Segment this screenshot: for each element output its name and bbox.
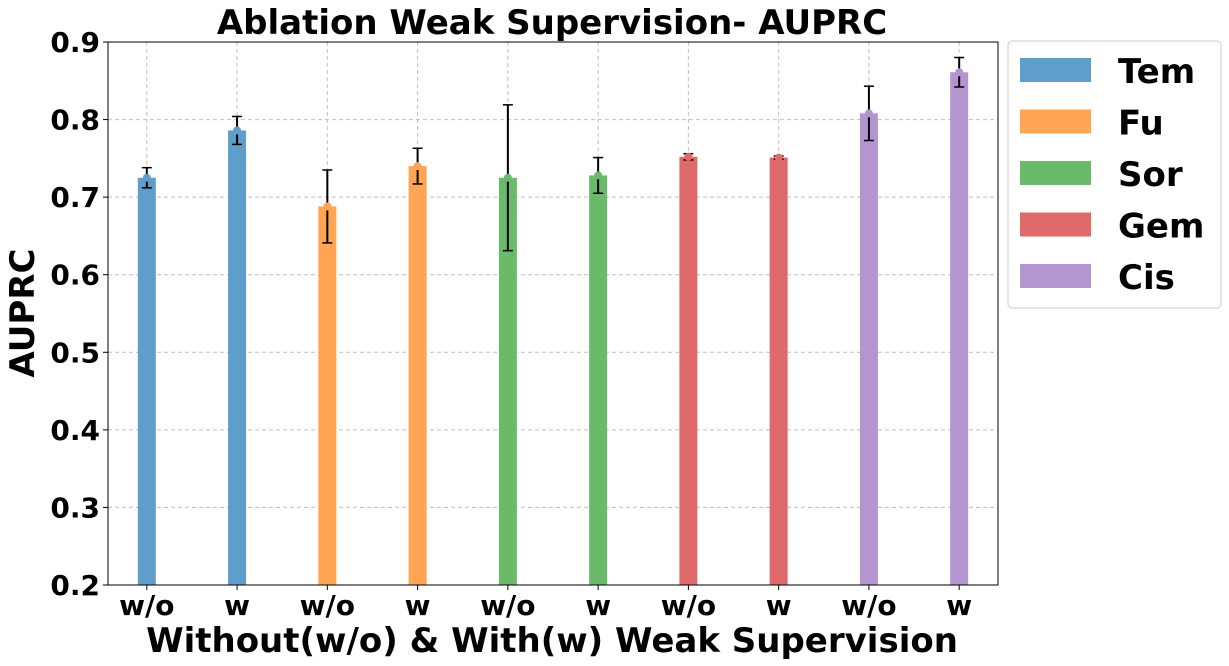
mean-point (684, 152, 693, 161)
x-tick-labels: w/o w w/o w w/o w w/o w w/o w (119, 585, 972, 622)
legend-label-sor: Sor (1118, 155, 1183, 195)
x-tick-label: w (224, 589, 250, 622)
bar-sor-w (589, 175, 608, 585)
mean-point (774, 153, 783, 162)
legend-swatch-fu (1020, 109, 1091, 134)
legend-swatch-gem (1020, 212, 1091, 237)
legend-label-gem: Gem (1118, 207, 1204, 247)
mean-point (323, 202, 332, 211)
bar-tem-wo (137, 177, 156, 585)
y-tick-label: 0.8 (50, 104, 100, 137)
y-tick-label: 0.5 (50, 336, 100, 369)
mean-point (233, 126, 242, 135)
mean-point (142, 173, 151, 182)
x-axis-label: Without(w/o) & With(w) Weak Supervision (146, 621, 958, 661)
legend-label-fu: Fu (1118, 104, 1164, 144)
x-tick-label: w (946, 589, 972, 622)
legend-frame (1007, 40, 1222, 309)
x-tick-label: w/o (119, 589, 174, 622)
plot-frame (107, 41, 999, 586)
y-tick-label: 0.6 (50, 259, 100, 292)
y-tick-label: 0.4 (50, 414, 100, 447)
y-tick-label: 0.9 (50, 26, 100, 59)
legend: Tem Fu Sor Gem Cis (1007, 40, 1222, 309)
bar-cis-w (950, 72, 969, 585)
legend-label-cis: Cis (1118, 258, 1175, 298)
legend-swatch-cis (1020, 264, 1091, 288)
bars (137, 72, 969, 586)
bar-gem-wo (679, 156, 698, 585)
y-tick-label: 0.2 (50, 569, 100, 602)
mean-point (503, 173, 512, 182)
x-tick-label: w/o (841, 589, 896, 622)
mean-point (955, 68, 964, 77)
y-axis-label: AUPRC (3, 249, 43, 378)
legend-swatch-sor (1020, 161, 1091, 185)
bar-tem-w (228, 130, 247, 585)
legend-swatch-tem (1020, 58, 1091, 82)
bar-cis-wo (859, 113, 878, 585)
x-tick-label: w (405, 589, 431, 622)
legend-label-tem: Tem (1118, 52, 1195, 92)
error-bars (141, 56, 965, 252)
mean-point (413, 162, 422, 171)
x-tick-label: w (766, 589, 792, 622)
y-tick-labels: 0.2 0.3 0.4 0.5 0.6 0.7 0.8 0.9 (50, 26, 108, 602)
bar-gem-w (769, 157, 788, 585)
x-tick-label: w/o (661, 589, 716, 622)
x-tick-label: w/o (300, 589, 355, 622)
mean-point (864, 109, 873, 118)
y-tick-label: 0.3 (50, 491, 100, 524)
x-tick-label: w/o (480, 589, 535, 622)
x-tick-label: w (585, 589, 611, 622)
y-tick-label: 0.7 (50, 181, 100, 214)
bar-sor-wo (498, 177, 517, 585)
mean-point (594, 171, 603, 180)
chart-title: Ablation Weak Supervision- AUPRC (217, 3, 887, 43)
bar-fu-w (408, 166, 427, 585)
bar-fu-wo (318, 206, 337, 586)
